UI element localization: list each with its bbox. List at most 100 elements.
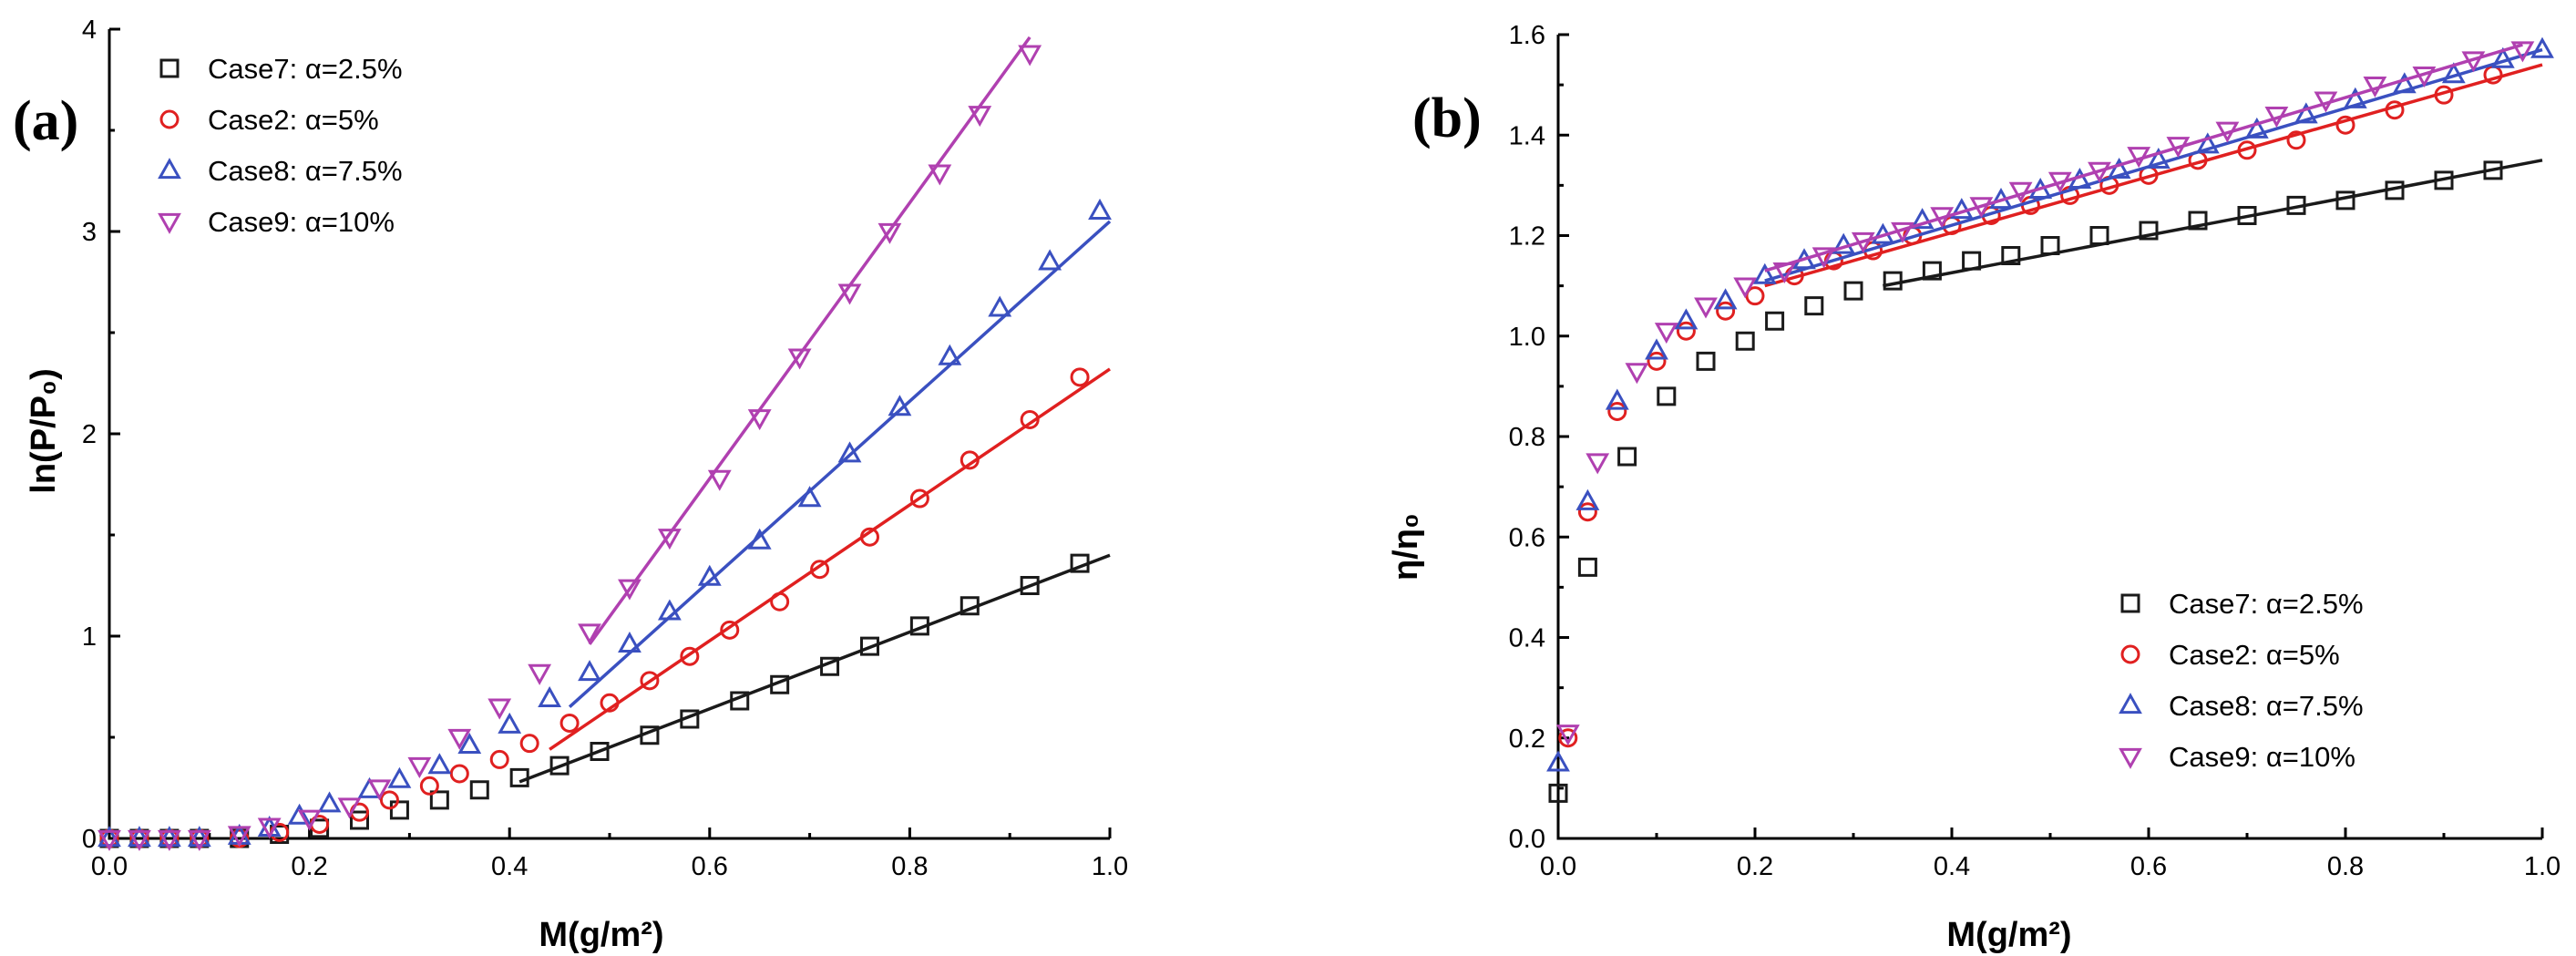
data-point	[1070, 367, 1090, 387]
data-point	[519, 734, 539, 754]
data-point	[257, 817, 282, 839]
data-point	[287, 803, 312, 825]
legend-marker	[2119, 693, 2142, 714]
data-point	[2434, 170, 2454, 190]
x-tick-label: 0.6	[2130, 852, 2167, 881]
data-point	[787, 348, 812, 370]
data-point	[770, 591, 790, 612]
data-point	[379, 790, 399, 810]
data-point	[128, 829, 151, 851]
data-point	[720, 620, 740, 640]
panel-a: (a) 0.0 0.2 0.4 0.6 0.8 1.0 0 1 2 3 4 M(g/m²) ln(P…	[13, 15, 1128, 954]
legend-marker	[159, 58, 180, 78]
data-point	[97, 829, 121, 851]
data-point	[2385, 180, 2405, 200]
series-1	[99, 367, 1111, 848]
data-point	[1696, 351, 1716, 371]
legend-marker	[158, 158, 181, 180]
y-tick-label: 0.2	[1509, 725, 1545, 754]
data-point	[1548, 783, 1568, 803]
data-point	[877, 222, 902, 244]
data-point	[429, 790, 449, 810]
y-tick-label: 0.8	[1509, 423, 1545, 452]
x-tick-label: 0.2	[291, 852, 327, 881]
data-point	[2195, 132, 2220, 154]
data-point	[1851, 231, 1875, 253]
x-tick-label: 0.8	[2327, 852, 2364, 881]
data-point	[2008, 181, 2033, 203]
panel-a-label: (a)	[13, 90, 78, 152]
data-point	[297, 809, 322, 831]
data-point	[2434, 85, 2454, 105]
data-point	[1713, 288, 1738, 310]
data-point	[489, 749, 509, 769]
data-point	[1735, 331, 1755, 351]
data-point	[747, 409, 772, 431]
y-tick-label: 0.0	[1509, 825, 1545, 854]
series-0	[1548, 159, 2543, 803]
series-3	[1555, 41, 2535, 746]
data-point	[2215, 121, 2240, 143]
data-point	[618, 579, 641, 601]
data-point	[528, 663, 552, 685]
data-point	[1883, 271, 1903, 291]
legend-marker	[159, 109, 180, 129]
data-point	[1558, 728, 1578, 748]
data-point	[960, 450, 980, 470]
x-tick-label: 0.0	[91, 852, 128, 881]
data-point	[1745, 286, 1765, 306]
data-point	[657, 529, 682, 550]
data-point	[707, 469, 732, 491]
data-point	[2510, 41, 2535, 63]
y-tick-label: 0.4	[1509, 624, 1545, 653]
data-point	[2139, 221, 2159, 241]
y-tick-label: 4	[82, 15, 97, 45]
panel-b-axes-frame	[1556, 35, 2542, 840]
legend-marker	[2120, 593, 2140, 613]
legend-entry-label: Case7: α=2.5%	[208, 53, 403, 85]
data-point	[498, 712, 522, 734]
data-point	[1577, 502, 1597, 522]
data-point	[928, 164, 952, 186]
data-point	[820, 656, 840, 676]
data-point	[1922, 261, 1942, 281]
y-tick-label: 3	[82, 218, 97, 247]
y-tick-label: 0	[82, 825, 97, 854]
data-point	[487, 698, 512, 720]
data-point	[1765, 311, 1785, 331]
x-tick-label: 0.0	[1540, 852, 1576, 881]
x-tick-label: 1.0	[1092, 852, 1128, 881]
x-tick-label: 0.4	[491, 852, 528, 881]
data-point	[2286, 195, 2306, 215]
data-point	[797, 486, 822, 508]
data-point	[657, 599, 682, 621]
data-point	[1647, 351, 1667, 371]
data-point	[837, 283, 862, 305]
data-point	[578, 660, 601, 682]
data-point	[350, 810, 369, 830]
panel-b: (b) 0.0 0.2 0.4 0.6 0.8 1.0 0.0 0.2 0.4 0.6 0.8 1.0…	[1387, 21, 2561, 954]
data-point	[2335, 190, 2355, 211]
data-point	[680, 709, 700, 729]
panel-a-axes-frame	[108, 29, 1110, 840]
data-point	[2107, 157, 2131, 179]
data-point	[747, 528, 772, 550]
data-point	[2089, 226, 2109, 245]
data-point	[2385, 100, 2405, 120]
data-point	[419, 776, 439, 796]
data-point	[618, 632, 641, 653]
data-point	[1910, 208, 1935, 230]
data-point	[2483, 160, 2503, 180]
series-2	[1546, 36, 2554, 772]
data-point	[2530, 36, 2554, 58]
data-point	[1555, 725, 1580, 746]
y-tick-label: 0.6	[1509, 523, 1545, 552]
data-point	[387, 766, 412, 788]
data-point	[1811, 247, 1836, 269]
panel-b-x-axis-title: M(g/m²)	[1946, 916, 2071, 954]
fit-line	[1764, 63, 2543, 288]
data-point	[128, 826, 151, 848]
panel-a-x-axis-title: M(g/m²)	[539, 916, 663, 954]
data-point	[2237, 205, 2257, 225]
